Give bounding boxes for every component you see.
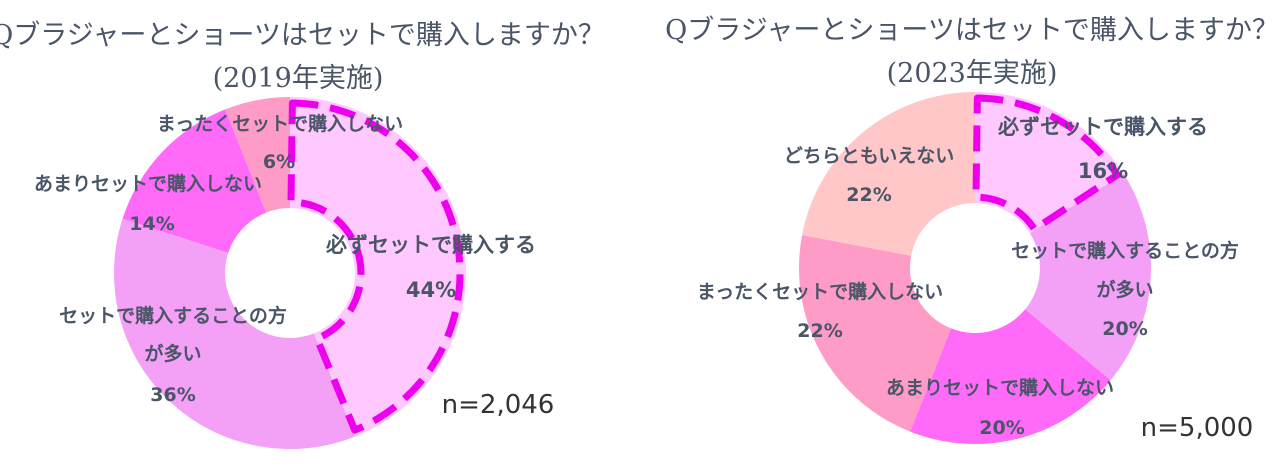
chart2-slice-3 — [799, 235, 952, 432]
chart1-label-often-line2: が多い — [144, 342, 201, 365]
chart1-value-never: 6% — [263, 151, 295, 173]
chart2-slice-2 — [910, 309, 1111, 444]
chart2-labels: 必ずセットで購入する 16% どちらともいえない 22% セットで購入することの… — [697, 115, 1253, 443]
chart2-subtitle: (2023年実施) — [887, 58, 1058, 89]
chart1-slice-2 — [122, 109, 267, 253]
chart1-donut — [113, 97, 467, 449]
chart2-value-rarely: 20% — [979, 417, 1024, 439]
chart1-slice-3 — [225, 97, 290, 213]
chart1-subtitle: (2019年実施) — [213, 63, 384, 94]
chart2-value-never: 22% — [797, 320, 842, 342]
chart1-labels: まったくセットで購入しない 6% あまりセットで購入しない 14% 必ずセットで… — [34, 112, 554, 420]
chart2-slice-1 — [1025, 173, 1151, 381]
chart2-label-rarely: あまりセットで購入しない — [886, 376, 1114, 399]
chart2-value-always: 16% — [1078, 159, 1128, 183]
chart2-highlight-outline — [972, 94, 1121, 233]
chart2-donut — [799, 92, 1151, 444]
chart1-highlight-outline — [287, 99, 464, 434]
chart2-value-often: 20% — [1102, 318, 1147, 340]
chart1-value-rarely: 14% — [129, 213, 174, 235]
chart2-value-neutral: 22% — [846, 184, 891, 206]
chart2-sample-size: n=5,000 — [1141, 413, 1254, 443]
chart1-label-always: 必ずセットで購入する — [326, 233, 536, 257]
chart2-slice-4 — [802, 92, 975, 256]
chart1-title: Qブラジャーとショーツはセットで購入しますか？ — [0, 20, 605, 51]
chart1-label-often-line1: セットで購入することの方 — [59, 304, 287, 327]
chart2-label-often-line2: が多い — [1096, 278, 1153, 301]
chart1-slice-0 — [290, 97, 467, 437]
chart1-label-rarely: あまりセットで購入しない — [34, 172, 262, 195]
chart2-title: Qブラジャーとショーツはセットで購入しますか？ — [665, 15, 1279, 46]
chart2-label-always: 必ずセットで購入する — [998, 115, 1208, 139]
chart1-slice-1 — [113, 218, 355, 449]
chart1-value-often: 36% — [150, 384, 195, 406]
chart1-value-always: 44% — [406, 278, 456, 302]
chart1-sample-size: n=2,046 — [442, 390, 555, 420]
chart2-label-often-line1: セットで購入することの方 — [1011, 239, 1239, 262]
chart2-label-neutral: どちらともいえない — [784, 145, 955, 167]
chart1-label-never: まったくセットで購入しない — [157, 112, 403, 135]
chart2-label-never: まったくセットで購入しない — [697, 280, 943, 303]
chart2-slice-0 — [975, 92, 1124, 234]
